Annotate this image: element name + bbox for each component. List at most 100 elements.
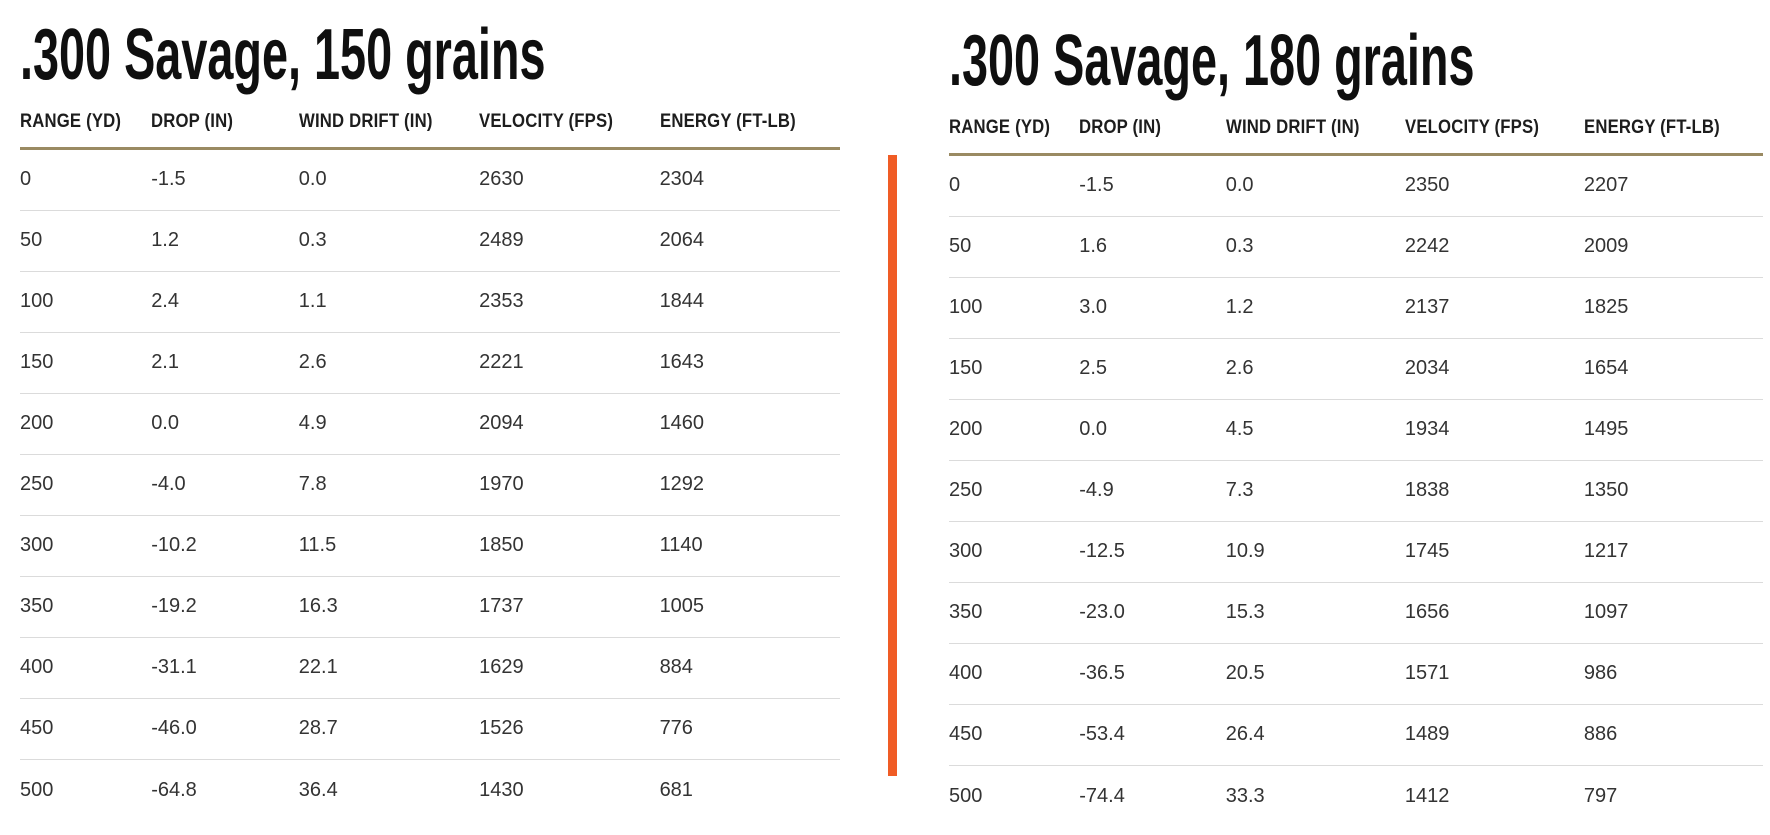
- table-cell: 2242: [1404, 235, 1450, 258]
- table-cell: 1654: [1583, 357, 1629, 380]
- table-cell: 3.0: [1079, 296, 1108, 319]
- table-row: 150 2.5 2.6 2034 1654: [949, 339, 1763, 400]
- table-cell: 500: [949, 784, 983, 807]
- table-body: 0 -1.5 0.0 2630 2304 50 1.2 0.3 2489 2064 100 2.4 1.…: [20, 150, 840, 821]
- table-cell: 1217: [1583, 540, 1629, 563]
- table-cell: 0.0: [1225, 174, 1254, 197]
- table-cell: 2350: [1404, 174, 1450, 197]
- table-cell: 0: [20, 168, 32, 191]
- table-row: 250 -4.9 7.3 1838 1350: [949, 461, 1763, 522]
- table-cell: 350: [949, 601, 983, 624]
- table-cell: 22.1: [298, 656, 338, 679]
- table-row: 350 -19.2 16.3 1737 1005: [20, 577, 840, 638]
- ballistics-table-150-grains: RANGE (YD) DROP (IN) WIND DRIFT (IN) VEL…: [20, 111, 840, 821]
- table-row: 150 2.1 2.6 2221 1643: [20, 333, 840, 394]
- table-cell: 0.0: [1079, 418, 1108, 441]
- table-cell: 1850: [479, 534, 524, 557]
- table-cell: 1737: [479, 595, 524, 618]
- table-title-180-grains: .300 Savage, 180 grains: [949, 20, 1763, 103]
- table-cell: 1745: [1404, 540, 1450, 563]
- table-cell: 500: [20, 778, 54, 801]
- table-cell: 10.9: [1225, 540, 1265, 563]
- column-header-drop: DROP (IN): [1079, 116, 1162, 138]
- table-row: 400 -36.5 20.5 1571 986: [949, 644, 1763, 705]
- table-cell: 0: [949, 174, 961, 197]
- table-title-text: .300 Savage, 180 grains: [949, 21, 1475, 101]
- table-cell: 1825: [1583, 296, 1629, 319]
- table-row: 250 -4.0 7.8 1970 1292: [20, 455, 840, 516]
- table-cell: 150: [949, 357, 983, 380]
- column-header-velocity: VELOCITY (FPS): [479, 110, 614, 132]
- vertical-divider: [888, 155, 897, 776]
- table-row: 0 -1.5 0.0 2350 2207: [949, 156, 1763, 217]
- table-row: 100 3.0 1.2 2137 1825: [949, 278, 1763, 339]
- table-cell: 7.3: [1225, 479, 1254, 502]
- table-cell: -53.4: [1079, 723, 1125, 746]
- table-cell: 200: [20, 412, 54, 435]
- table-cell: 11.5: [298, 534, 337, 557]
- table-cell: 2630: [479, 168, 524, 191]
- table-cell: -4.9: [1079, 479, 1114, 502]
- panel-150-grains: .300 Savage, 150 grains RANGE (YD) DROP …: [20, 14, 840, 821]
- table-cell: 26.4: [1225, 723, 1265, 746]
- table-cell: 1656: [1404, 601, 1450, 624]
- column-header-drop: DROP (IN): [151, 110, 234, 132]
- table-cell: 1838: [1404, 479, 1450, 502]
- table-cell: 0.0: [151, 412, 179, 435]
- column-header-wind-drift: WIND DRIFT (IN): [298, 110, 433, 132]
- table-cell: 1629: [479, 656, 524, 679]
- table-cell: -36.5: [1079, 662, 1125, 685]
- table-cell: 1489: [1404, 723, 1450, 746]
- table-header-row: RANGE (YD) DROP (IN) WIND DRIFT (IN) VEL…: [20, 111, 840, 150]
- table-cell: 1495: [1583, 418, 1629, 441]
- table-cell: 1430: [479, 778, 524, 801]
- table-cell: 2207: [1583, 174, 1629, 197]
- table-cell: 986: [1583, 662, 1618, 685]
- table-title-150-grains: .300 Savage, 150 grains: [20, 14, 840, 97]
- table-cell: 2353: [479, 290, 524, 313]
- table-cell: 0.3: [298, 229, 327, 252]
- table-header-row: RANGE (YD) DROP (IN) WIND DRIFT (IN) VEL…: [949, 117, 1763, 156]
- table-cell: 2.6: [298, 351, 327, 374]
- table-cell: 1292: [659, 473, 705, 496]
- table-cell: 2.6: [1225, 357, 1254, 380]
- table-cell: 1460: [659, 412, 705, 435]
- panel-180-grains: .300 Savage, 180 grains RANGE (YD) DROP …: [949, 20, 1763, 827]
- table-cell: 33.3: [1225, 784, 1265, 807]
- table-cell: 2009: [1583, 235, 1629, 258]
- table-cell: 4.5: [1225, 418, 1254, 441]
- table-cell: 1934: [1404, 418, 1450, 441]
- table-cell: -74.4: [1079, 784, 1125, 807]
- column-header-energy: ENERGY (FT-LB): [659, 110, 796, 132]
- table-cell: 681: [659, 778, 693, 801]
- table-cell: -19.2: [151, 595, 197, 618]
- column-header-range: RANGE (YD): [20, 110, 122, 132]
- table-cell: 1.6: [1079, 235, 1108, 258]
- ballistics-table-180-grains: RANGE (YD) DROP (IN) WIND DRIFT (IN) VEL…: [949, 117, 1763, 827]
- table-row: 200 0.0 4.9 2094 1460: [20, 394, 840, 455]
- table-cell: 2137: [1404, 296, 1450, 319]
- table-cell: 2304: [659, 168, 705, 191]
- table-row: 450 -53.4 26.4 1489 886: [949, 705, 1763, 766]
- table-cell: 1643: [659, 351, 705, 374]
- table-cell: 2.4: [151, 290, 179, 313]
- table-cell: 16.3: [298, 595, 338, 618]
- table-cell: 1005: [659, 595, 705, 618]
- table-cell: 28.7: [298, 717, 338, 740]
- table-cell: -23.0: [1079, 601, 1125, 624]
- table-row: 50 1.2 0.3 2489 2064: [20, 211, 840, 272]
- table-cell: -31.1: [151, 656, 197, 679]
- table-cell: 20.5: [1225, 662, 1265, 685]
- column-header-energy: ENERGY (FT-LB): [1583, 116, 1720, 138]
- table-row: 450 -46.0 28.7 1526 776: [20, 699, 840, 760]
- table-cell: 2094: [479, 412, 524, 435]
- table-row: 0 -1.5 0.0 2630 2304: [20, 150, 840, 211]
- table-cell: 1412: [1404, 784, 1450, 807]
- table-body: 0 -1.5 0.0 2350 2207 50 1.6 0.3 2242 2009 100 3.0 1.…: [949, 156, 1763, 827]
- table-cell: -1.5: [1079, 174, 1114, 197]
- column-header-range: RANGE (YD): [949, 116, 1051, 138]
- table-cell: 0.0: [298, 168, 327, 191]
- table-cell: 15.3: [1225, 601, 1265, 624]
- table-cell: 400: [20, 656, 54, 679]
- table-cell: 300: [949, 540, 983, 563]
